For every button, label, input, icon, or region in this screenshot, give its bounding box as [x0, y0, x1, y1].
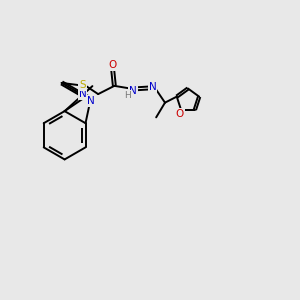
Text: N: N [79, 89, 86, 99]
Text: H: H [124, 91, 131, 100]
Text: O: O [176, 109, 184, 119]
Text: S: S [79, 80, 86, 90]
Text: N: N [87, 96, 95, 106]
Text: N: N [129, 86, 137, 96]
Text: O: O [109, 60, 117, 70]
Text: N: N [149, 82, 157, 92]
